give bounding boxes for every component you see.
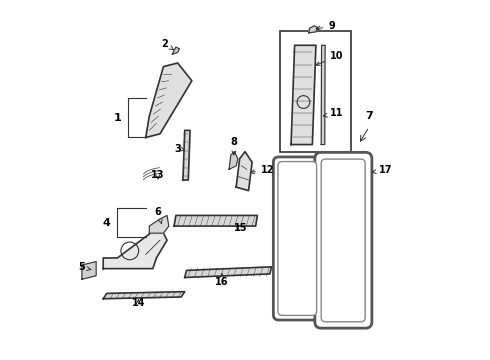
Text: 1: 1 bbox=[114, 113, 122, 123]
Polygon shape bbox=[291, 45, 316, 145]
Polygon shape bbox=[103, 226, 167, 269]
Polygon shape bbox=[229, 152, 238, 169]
Text: 6: 6 bbox=[155, 207, 162, 223]
Polygon shape bbox=[174, 215, 257, 226]
Polygon shape bbox=[172, 47, 179, 54]
Text: 11: 11 bbox=[323, 108, 343, 118]
Text: 12: 12 bbox=[250, 165, 274, 175]
Text: 15: 15 bbox=[234, 224, 248, 233]
Polygon shape bbox=[185, 267, 271, 278]
Polygon shape bbox=[236, 152, 252, 191]
Text: 16: 16 bbox=[215, 274, 228, 287]
Text: 8: 8 bbox=[231, 136, 238, 155]
Text: 3: 3 bbox=[174, 144, 184, 154]
Text: 10: 10 bbox=[316, 51, 343, 66]
Polygon shape bbox=[146, 63, 192, 138]
Bar bbox=[280, 31, 351, 152]
Polygon shape bbox=[183, 130, 190, 180]
Polygon shape bbox=[103, 292, 185, 299]
Text: 9: 9 bbox=[316, 21, 335, 31]
Polygon shape bbox=[149, 215, 169, 233]
Text: 2: 2 bbox=[162, 39, 173, 50]
Text: 13: 13 bbox=[151, 170, 165, 180]
Text: 17: 17 bbox=[372, 165, 392, 175]
Text: 4: 4 bbox=[103, 217, 111, 228]
Text: 5: 5 bbox=[78, 262, 91, 273]
Text: 7: 7 bbox=[365, 111, 373, 121]
Polygon shape bbox=[321, 45, 325, 145]
FancyBboxPatch shape bbox=[315, 152, 372, 328]
Text: 14: 14 bbox=[132, 298, 145, 308]
Polygon shape bbox=[309, 26, 318, 33]
FancyBboxPatch shape bbox=[273, 157, 321, 320]
FancyBboxPatch shape bbox=[278, 162, 317, 315]
Polygon shape bbox=[82, 261, 96, 279]
FancyBboxPatch shape bbox=[321, 159, 365, 322]
